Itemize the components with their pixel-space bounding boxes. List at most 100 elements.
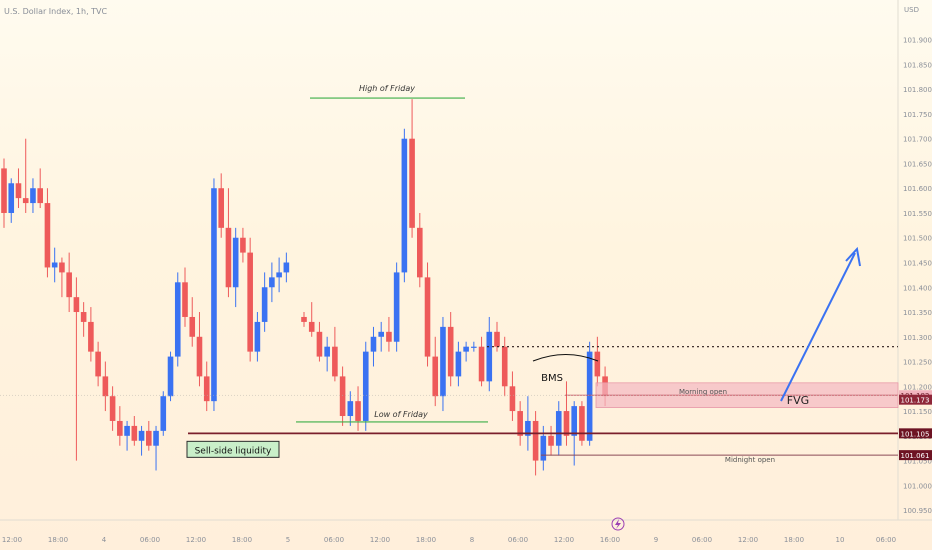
candle-body: [355, 401, 361, 421]
candle-body: [225, 227, 232, 288]
lightning-icon[interactable]: [611, 517, 625, 531]
fvg-price-tag: [899, 394, 932, 405]
high-of-friday-label: High of Friday: [359, 84, 415, 93]
candle-body: [378, 331, 384, 337]
x-tick-label: 5: [286, 536, 290, 544]
candle-body: [525, 420, 531, 436]
x-tick-label: 18:00: [48, 536, 68, 544]
candle-body: [1, 168, 7, 213]
candle-body: [548, 435, 554, 446]
candle-body: [146, 430, 152, 446]
candle-body: [8, 183, 15, 213]
candle-body: [167, 356, 174, 397]
candle-body: [401, 138, 408, 273]
bms-label: BMS: [541, 373, 563, 384]
candle-body: [37, 188, 43, 204]
candle-body: [471, 346, 477, 348]
y-tick-label: 101.300: [903, 334, 932, 342]
candle-body: [211, 188, 217, 402]
y-tick-label: 101.200: [903, 383, 932, 391]
candle-body: [240, 237, 246, 253]
x-tick-label: 18:00: [416, 536, 436, 544]
candle-body: [455, 351, 462, 377]
candle-body: [189, 316, 196, 337]
candle-body: [347, 401, 354, 417]
candle-body: [153, 430, 159, 446]
y-tick-label: 101.600: [903, 185, 932, 193]
candle-body: [417, 227, 423, 278]
candle-body: [579, 406, 585, 441]
candle-body: [324, 346, 330, 357]
x-tick-label: 18:00: [784, 536, 804, 544]
x-tick-label: 8: [470, 536, 474, 544]
currency-label: USD: [904, 6, 919, 14]
candle-body: [563, 411, 570, 436]
candle-body: [30, 188, 36, 204]
candle-body: [124, 425, 130, 436]
midnight-open-price-tag: [899, 450, 932, 461]
candle-body: [203, 376, 210, 402]
liquidity-price-tag: [899, 428, 932, 439]
lightning-icon-bolt: [615, 519, 621, 529]
candle-body: [73, 297, 80, 313]
candle-body: [261, 287, 268, 322]
candle-body: [131, 425, 138, 441]
candle-body: [393, 272, 400, 342]
x-tick-label: 06:00: [508, 536, 528, 544]
candle-body: [22, 198, 29, 204]
candle-body: [276, 272, 282, 278]
candle-body: [501, 346, 508, 387]
morning-open-label: Morning open: [679, 388, 727, 396]
y-tick-label: 101.750: [903, 111, 932, 119]
candle-body: [370, 336, 377, 352]
candle-body: [283, 262, 290, 273]
x-tick-label: 12:00: [186, 536, 206, 544]
y-tick-label: 100.950: [903, 507, 932, 515]
candle-body: [571, 406, 577, 436]
candle-body: [174, 282, 181, 357]
candle-body: [424, 277, 431, 357]
candle-body: [409, 138, 415, 228]
candle-body: [232, 237, 239, 288]
candle-body: [555, 411, 562, 446]
x-tick-label: 4: [102, 536, 107, 544]
midnight-open-label: Midnight open: [725, 456, 775, 464]
y-tick-label: 101.550: [903, 210, 932, 218]
y-tick-label: 101.650: [903, 160, 932, 168]
midnight-open-price-tag-text: 101.061: [901, 452, 930, 460]
candle-body: [316, 331, 323, 357]
x-tick-label: 18:00: [232, 536, 252, 544]
candle-body: [95, 351, 101, 377]
candle-body: [254, 321, 261, 352]
x-tick-label: 10: [836, 536, 845, 544]
sell-side-liquidity-box: [186, 440, 280, 458]
x-tick-label: 12:00: [370, 536, 390, 544]
candle-body: [80, 312, 87, 322]
y-tick-label: 101.500: [903, 235, 932, 243]
candle-body: [66, 272, 72, 298]
x-tick-label: 12:00: [738, 536, 758, 544]
y-tick-label: 101.250: [903, 359, 932, 367]
candle-body: [594, 351, 601, 377]
candle-body: [386, 331, 392, 342]
candle-body: [196, 336, 203, 377]
candle-body: [160, 396, 167, 431]
x-tick-label: 06:00: [692, 536, 712, 544]
y-tick-label: 101.700: [903, 136, 932, 144]
candle-body: [362, 351, 369, 421]
sell-side-liquidity-label: Sell-side liquidity: [195, 446, 272, 456]
projection-arrow: [780, 252, 856, 402]
x-tick-label: 06:00: [876, 536, 896, 544]
candle-body: [15, 183, 22, 199]
candle-body: [44, 203, 51, 268]
candle-body: [517, 411, 523, 436]
y-tick-label: 101.150: [903, 408, 932, 416]
candle-body: [88, 321, 94, 352]
candle-body: [102, 376, 109, 397]
x-tick-label: 06:00: [140, 536, 160, 544]
candle-body: [440, 326, 446, 397]
candle-body: [51, 262, 58, 268]
candle-body: [494, 331, 500, 347]
candle-body: [486, 331, 493, 382]
